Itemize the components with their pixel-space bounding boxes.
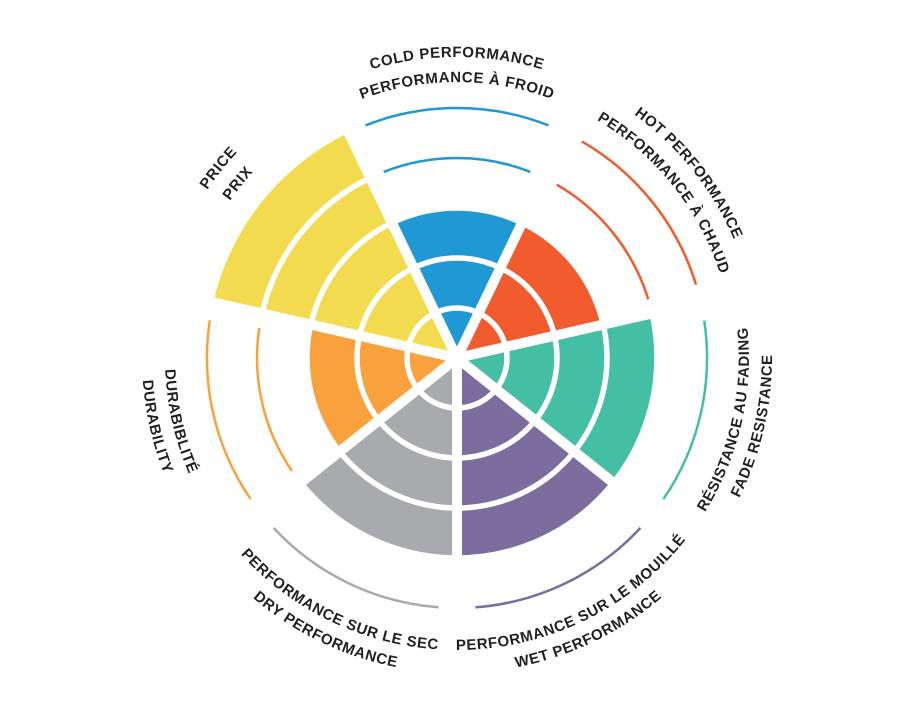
arc-wet-level5	[475, 527, 642, 609]
sector-wedge-cold	[391, 208, 523, 358]
arc-fade-level5	[662, 320, 709, 500]
spoke-cold-hot	[452, 123, 574, 361]
arc-hot-level5	[581, 140, 698, 285]
arc-hot-level4	[556, 183, 650, 300]
arc-cold-level4	[383, 156, 531, 174]
sector-spokes	[204, 123, 710, 616]
label-cold-en: COLD PERFORMANCE	[368, 44, 546, 73]
label-cold-fr: PERFORMANCE À FROID	[357, 69, 556, 103]
spoke-price-cold	[340, 123, 462, 361]
spoke-dry-durability	[252, 354, 461, 523]
spoke-durability-price	[204, 295, 459, 363]
arc-dry-level5	[272, 527, 439, 609]
spoke-fade-wet	[453, 354, 662, 523]
sector-wedge-wet	[457, 358, 614, 558]
sector-wedge-durability	[307, 324, 457, 452]
label-hot-en: HOT PERFORMANCE	[632, 104, 746, 241]
unfilled-level-arcs	[205, 106, 709, 609]
arc-durability-level5	[205, 320, 252, 500]
spoke-hot-fade	[455, 295, 710, 363]
arc-cold-level5	[364, 106, 550, 127]
arc-durability-level4	[255, 327, 293, 472]
sector-wedge-dry	[300, 358, 457, 558]
sector-wedge-price	[213, 132, 457, 358]
